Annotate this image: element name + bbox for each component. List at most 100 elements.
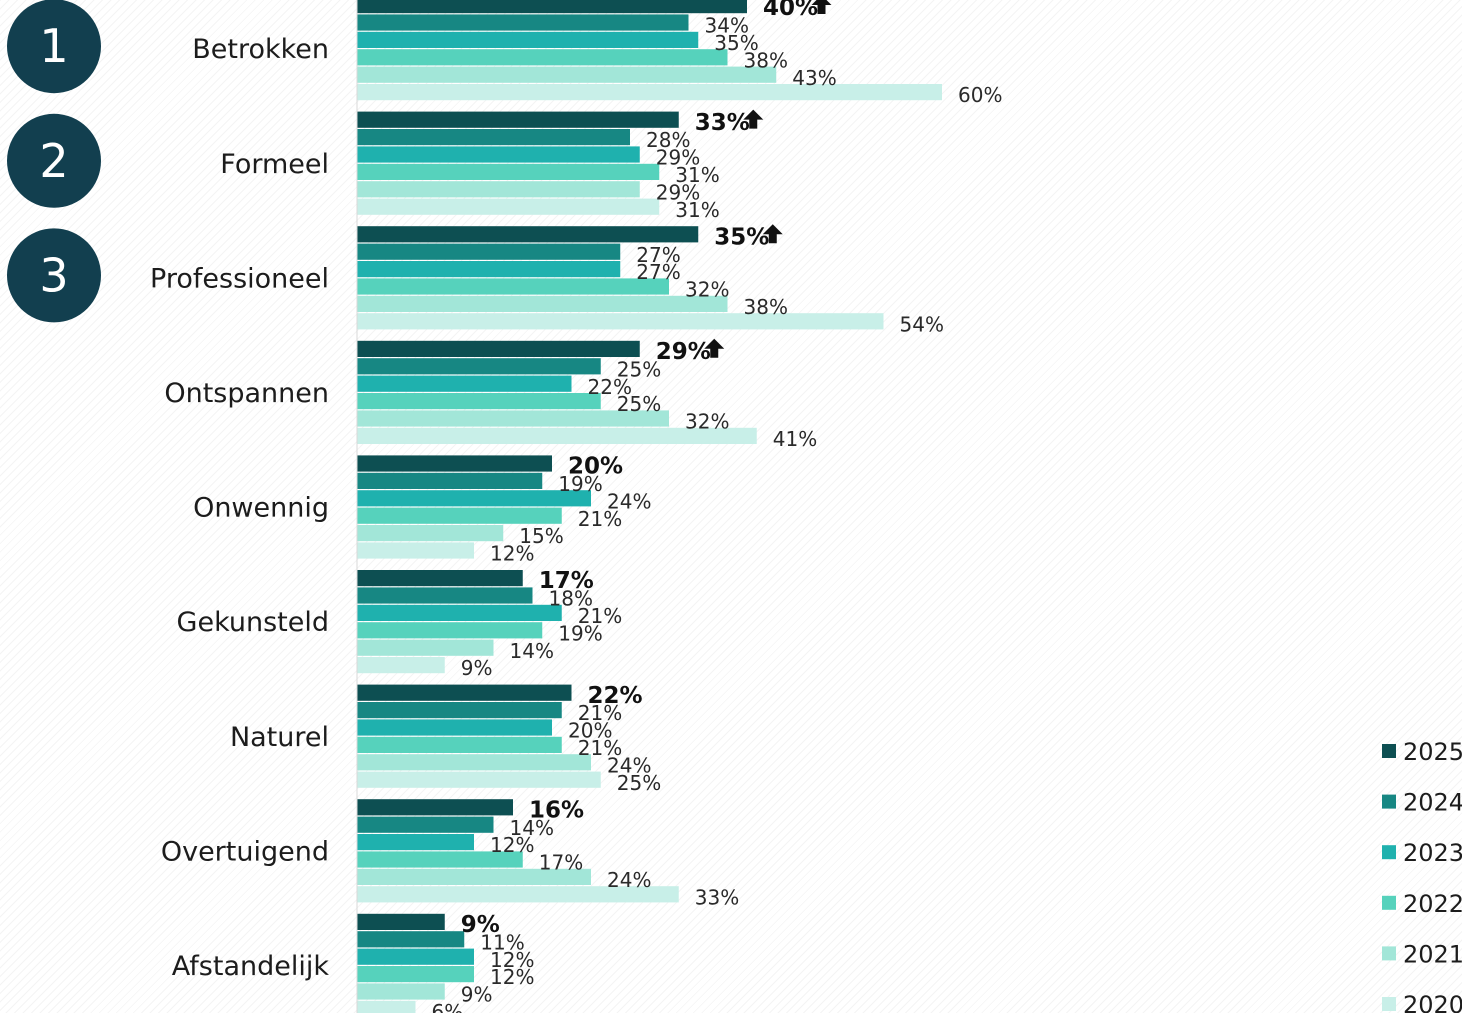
bars	[357, 0, 942, 1013]
bar-betrokken-2025	[357, 0, 747, 14]
value-label: 41%	[773, 427, 817, 451]
legend: 2025 2024 2023 2022 2021 2020	[1382, 738, 1462, 1013]
bar-onwennig-2022	[357, 507, 562, 524]
legend-swatch	[1382, 845, 1396, 860]
value-label: 6%	[432, 1000, 464, 1013]
value-label: 20%	[568, 454, 623, 480]
bar-betrokken-2022	[357, 49, 728, 66]
category-label: Professioneel	[150, 263, 329, 294]
bar-naturel-2022	[357, 736, 562, 753]
rank-badge-label: 1	[39, 19, 68, 73]
value-label: 21%	[578, 701, 622, 725]
rank-badge: 2	[7, 113, 101, 208]
bar-overtuigend-2023	[357, 834, 474, 851]
value-label: 29%	[656, 180, 700, 204]
bar-onwennig-2024	[357, 472, 543, 489]
bar-naturel-2023	[357, 719, 552, 736]
value-label: 35%	[714, 31, 758, 55]
bar-afstandelijk-2020	[357, 1000, 416, 1013]
rank-badges: 1 2 3	[7, 0, 101, 323]
bar-overtuigend-2022	[357, 851, 523, 868]
bar-onwennig-2023	[357, 490, 591, 507]
up-arrow-icon-shape	[762, 224, 783, 244]
value-label: 27%	[636, 243, 680, 267]
value-label: 17%	[539, 568, 594, 594]
value-label: 25%	[617, 357, 661, 381]
value-label: 12%	[490, 833, 534, 857]
bar-gekunsteld-2022	[357, 622, 543, 639]
rank-badge: 1	[7, 0, 101, 94]
bar-professioneel-2024	[357, 243, 621, 260]
bar-gekunsteld-2023	[357, 604, 562, 621]
bar-formeel-2024	[357, 129, 630, 146]
legend-label: 2020	[1403, 991, 1462, 1013]
bar-naturel-2021	[357, 754, 591, 771]
bar-formeel-2025	[357, 111, 679, 128]
rank-badge-circle	[7, 113, 101, 208]
value-label: 38%	[744, 48, 788, 72]
value-label: 34%	[705, 14, 749, 38]
value-label: 9%	[461, 912, 500, 938]
value-label: 14%	[510, 816, 554, 840]
value-label: 24%	[607, 868, 651, 892]
up-arrow-icon-shape	[704, 338, 725, 358]
category-label: Afstandelijk	[172, 951, 330, 982]
bar-gekunsteld-2024	[357, 587, 533, 604]
bar-naturel-2025	[357, 684, 572, 701]
value-label: 12%	[490, 542, 534, 566]
value-label: 19%	[558, 472, 602, 496]
legend-item: 2024	[1382, 789, 1462, 817]
value-label: 24%	[607, 489, 651, 513]
bar-formeel-2020	[357, 198, 660, 215]
value-label: 18%	[549, 587, 593, 611]
bar-onwennig-2025	[357, 455, 552, 472]
bar-gekunsteld-2020	[357, 657, 445, 674]
bar-ontspannen-2025	[357, 340, 640, 357]
category-label: Ontspannen	[164, 378, 329, 409]
bar-onwennig-2020	[357, 542, 474, 559]
bar-naturel-2024	[357, 702, 562, 719]
value-label: 54%	[900, 312, 944, 336]
rank-badge-label: 2	[39, 134, 68, 188]
value-labels: 40%34%35%38%43%60%33%28%29%31%29%31%35%2…	[432, 0, 1002, 1013]
legend-item: 2023	[1382, 839, 1462, 867]
value-label: 21%	[578, 736, 622, 760]
bar-gekunsteld-2025	[357, 570, 523, 587]
rank-badge-circle	[7, 0, 101, 94]
legend-label: 2022	[1403, 890, 1462, 918]
value-label: 24%	[607, 753, 651, 777]
value-label: 33%	[695, 110, 750, 136]
value-label: 27%	[636, 260, 680, 284]
value-label: 35%	[714, 224, 769, 250]
value-label: 14%	[510, 639, 554, 663]
bar-ontspannen-2021	[357, 410, 669, 427]
up-arrow-icon	[762, 224, 783, 244]
bar-professioneel-2020	[357, 313, 884, 330]
bar-betrokken-2020	[357, 84, 942, 101]
category-label: Formeel	[220, 149, 329, 180]
legend-swatch	[1382, 946, 1396, 961]
value-label: 11%	[480, 930, 524, 954]
bar-professioneel-2022	[357, 278, 669, 295]
value-label: 33%	[695, 885, 739, 909]
up-arrow-icon	[743, 109, 764, 129]
legend-label: 2021	[1403, 940, 1462, 968]
legend-item: 2020	[1382, 991, 1462, 1013]
bar-formeel-2023	[357, 146, 640, 163]
bar-professioneel-2023	[357, 261, 621, 278]
value-label: 9%	[461, 656, 493, 680]
up-arrow-icon-shape	[743, 109, 764, 129]
bar-afstandelijk-2024	[357, 931, 465, 948]
bar-gekunsteld-2021	[357, 639, 494, 656]
bar-professioneel-2025	[357, 226, 699, 243]
rank-badge-label: 3	[39, 248, 68, 302]
value-label: 22%	[588, 375, 632, 399]
value-label: 31%	[675, 163, 719, 187]
category-label: Overtuigend	[161, 836, 329, 867]
bar-betrokken-2023	[357, 31, 699, 48]
value-label: 19%	[558, 621, 602, 645]
bar-afstandelijk-2021	[357, 983, 445, 1000]
bar-overtuigend-2020	[357, 886, 679, 903]
up-arrow-icon	[811, 0, 832, 14]
